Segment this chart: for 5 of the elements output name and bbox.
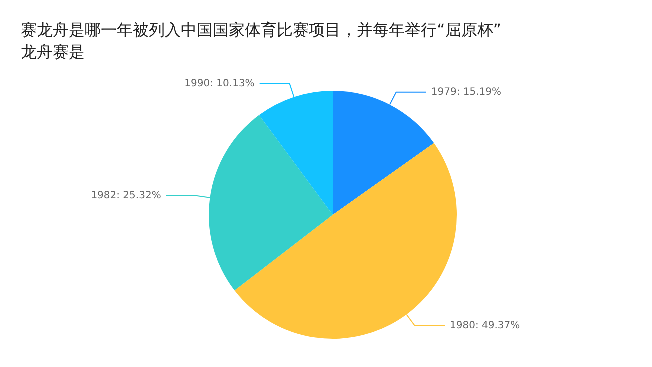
slice-label: 1982: 25.32%	[91, 190, 162, 202]
slice-label: 1990: 10.13%	[184, 78, 255, 90]
slice-label: 1980: 49.37%	[450, 320, 520, 332]
slice-label: 1979: 15.19%	[431, 86, 502, 98]
chart-title: 赛龙舟是哪一年被列入中国国家体育比赛项目，并每年举行“屈原杯”龙舟赛是	[21, 20, 502, 62]
